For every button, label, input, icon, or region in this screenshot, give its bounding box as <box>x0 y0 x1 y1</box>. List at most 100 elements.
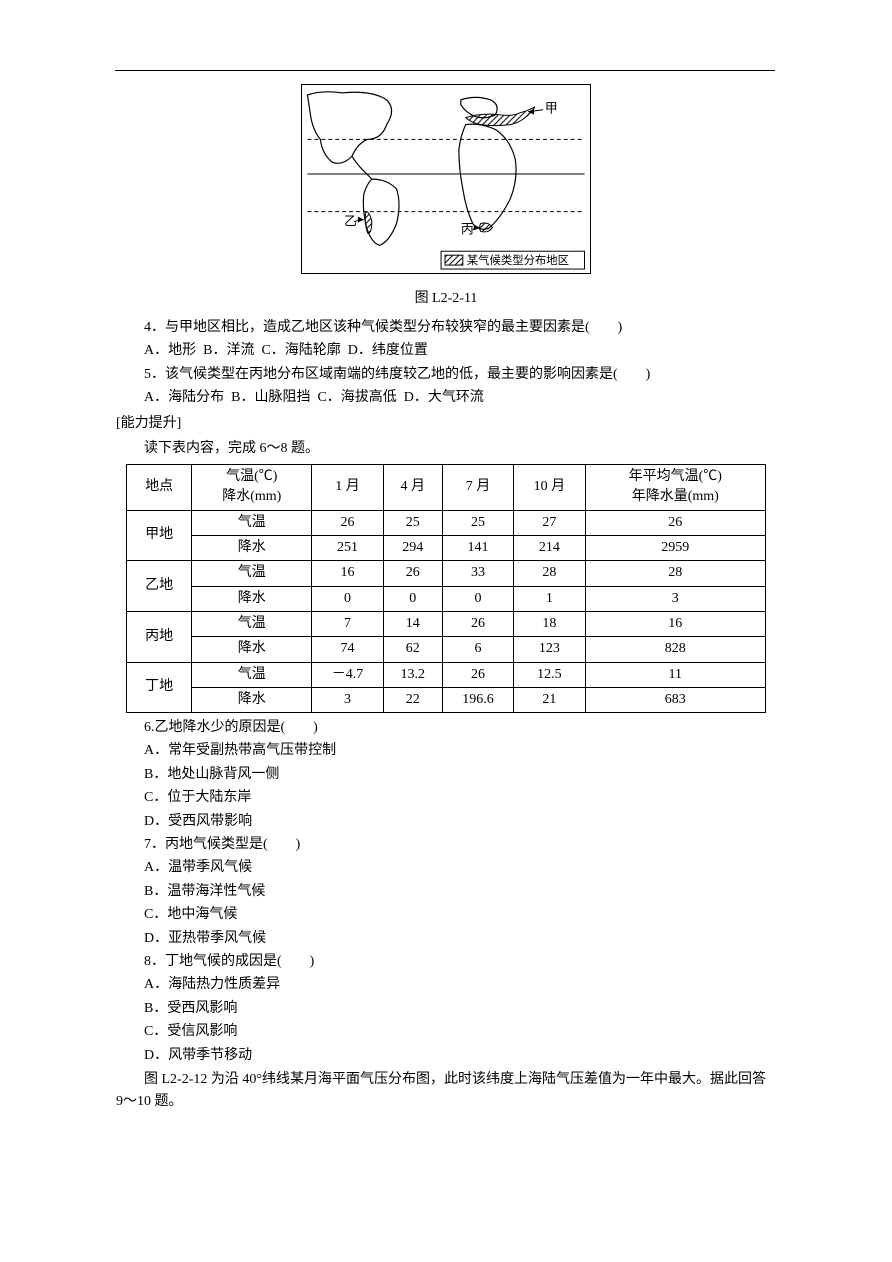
cell: 2959 <box>585 536 765 561</box>
th-m7: 7 月 <box>442 465 513 511</box>
cell: 28 <box>514 561 585 586</box>
th-annual-text: 年平均气温(℃) 年降水量(mm) <box>629 469 722 504</box>
cell: 33 <box>442 561 513 586</box>
q6-stem: 6.乙地降水少的原因是( ) <box>116 717 776 739</box>
th-metric-text: 气温(℃) 降水(mm) <box>222 469 281 504</box>
table-row: 乙地 气温 16 26 33 28 28 <box>127 561 766 586</box>
climate-table: 地点 气温(℃) 降水(mm) 1 月 4 月 7 月 10 月 年平均气温(℃… <box>126 464 766 713</box>
cell: 26 <box>442 611 513 636</box>
table-row: 丙地 气温 7 14 26 18 16 <box>127 611 766 636</box>
q8-stem: 8．丁地气候的成因是( ) <box>116 951 776 973</box>
th-annual: 年平均气温(℃) 年降水量(mm) <box>585 465 765 511</box>
cell: 25 <box>442 510 513 535</box>
q8-B: B．受西风影响 <box>116 998 776 1020</box>
cell: 28 <box>585 561 765 586</box>
lead-9-10: 图 L2-2-12 为沿 40°纬线某月海平面气压分布图，此时该纬度上海陆气压差… <box>116 1069 776 1114</box>
cell: 25 <box>383 510 442 535</box>
cell: 26 <box>585 510 765 535</box>
cell: 3 <box>585 586 765 611</box>
place-yi: 乙地 <box>127 561 192 612</box>
map-label-bing: 丙 <box>461 222 474 236</box>
cell: 6 <box>442 637 513 662</box>
cell: 26 <box>442 662 513 687</box>
top-rule <box>115 70 775 71</box>
cell: 828 <box>585 637 765 662</box>
cell: 141 <box>442 536 513 561</box>
table-row: 甲地 气温 26 25 25 27 26 <box>127 510 766 535</box>
q8-D: D．风带季节移动 <box>116 1045 776 1067</box>
q7-stem: 7．丙地气候类型是( ) <box>116 834 776 856</box>
cell: 123 <box>514 637 585 662</box>
q6-D: D．受西风带影响 <box>116 811 776 833</box>
cell: 11 <box>585 662 765 687</box>
cell: 0 <box>383 586 442 611</box>
cell: 1 <box>514 586 585 611</box>
q4-opts: A．地形 B．洋流 C．海陆轮廓 D．纬度位置 <box>116 340 776 362</box>
map-label-jia: 甲 <box>545 102 558 116</box>
cell: －4.7 <box>312 662 383 687</box>
figure-map: 甲 乙 丙 某气候类型分布地区 <box>116 84 776 282</box>
table-row: 丁地 气温 －4.7 13.2 26 12.5 11 <box>127 662 766 687</box>
table-row: 降水 0 0 0 1 3 <box>127 586 766 611</box>
cell: 21 <box>514 687 585 712</box>
q8-A: A．海陆热力性质差异 <box>116 974 776 996</box>
cell: 196.6 <box>442 687 513 712</box>
q7-D: D．亚热带季风气候 <box>116 928 776 950</box>
cell: 12.5 <box>514 662 585 687</box>
figure-caption: 图 L2-2-11 <box>116 288 776 310</box>
cell: 27 <box>514 510 585 535</box>
q5-opts: A．海陆分布 B．山脉阻挡 C．海拔高低 D．大气环流 <box>116 387 776 409</box>
page-content: 甲 乙 丙 某气候类型分布地区 图 L2-2-11 4．与甲地区相比，造成乙地区… <box>116 24 776 1114</box>
place-bing: 丙地 <box>127 611 192 662</box>
th-place: 地点 <box>127 465 192 511</box>
section-label: [能力提升] <box>116 413 776 435</box>
cell: 16 <box>312 561 383 586</box>
cell: 0 <box>312 586 383 611</box>
lead-6-8: 读下表内容，完成 6～8 题。 <box>116 438 776 460</box>
row-label: 气温 <box>192 561 312 586</box>
row-label: 气温 <box>192 510 312 535</box>
row-label: 气温 <box>192 611 312 636</box>
place-jia: 甲地 <box>127 510 192 561</box>
cell: 74 <box>312 637 383 662</box>
cell: 14 <box>383 611 442 636</box>
map-legend-text: 某气候类型分布地区 <box>467 253 569 267</box>
row-label: 降水 <box>192 536 312 561</box>
cell: 22 <box>383 687 442 712</box>
cell: 0 <box>442 586 513 611</box>
table-row: 降水 74 62 6 123 828 <box>127 637 766 662</box>
q8-C: C．受信风影响 <box>116 1021 776 1043</box>
th-metric: 气温(℃) 降水(mm) <box>192 465 312 511</box>
q4-stem: 4．与甲地区相比，造成乙地区该种气候类型分布较狭窄的最主要因素是( ) <box>116 317 776 339</box>
q7-A: A．温带季风气候 <box>116 857 776 879</box>
row-label: 降水 <box>192 586 312 611</box>
cell: 26 <box>383 561 442 586</box>
cell: 18 <box>514 611 585 636</box>
place-ding: 丁地 <box>127 662 192 713</box>
q7-C: C．地中海气候 <box>116 904 776 926</box>
q6-A: A．常年受副热带高气压带控制 <box>116 740 776 762</box>
cell: 13.2 <box>383 662 442 687</box>
cell: 214 <box>514 536 585 561</box>
q6-B: B．地处山脉背风一侧 <box>116 764 776 786</box>
cell: 294 <box>383 536 442 561</box>
th-m1: 1 月 <box>312 465 383 511</box>
cell: 16 <box>585 611 765 636</box>
table-row: 降水 251 294 141 214 2959 <box>127 536 766 561</box>
row-label: 降水 <box>192 687 312 712</box>
q6-C: C．位于大陆东岸 <box>116 787 776 809</box>
q7-B: B．温带海洋性气候 <box>116 881 776 903</box>
cell: 26 <box>312 510 383 535</box>
table-row: 降水 3 22 196.6 21 683 <box>127 687 766 712</box>
map-svg: 甲 乙 丙 某气候类型分布地区 <box>301 84 591 274</box>
row-label: 气温 <box>192 662 312 687</box>
cell: 62 <box>383 637 442 662</box>
cell: 3 <box>312 687 383 712</box>
th-m10: 10 月 <box>514 465 585 511</box>
cell: 7 <box>312 611 383 636</box>
th-m4: 4 月 <box>383 465 442 511</box>
q5-stem: 5．该气候类型在丙地分布区域南端的纬度较乙地的低，最主要的影响因素是( ) <box>116 364 776 386</box>
row-label: 降水 <box>192 637 312 662</box>
cell: 683 <box>585 687 765 712</box>
cell: 251 <box>312 536 383 561</box>
